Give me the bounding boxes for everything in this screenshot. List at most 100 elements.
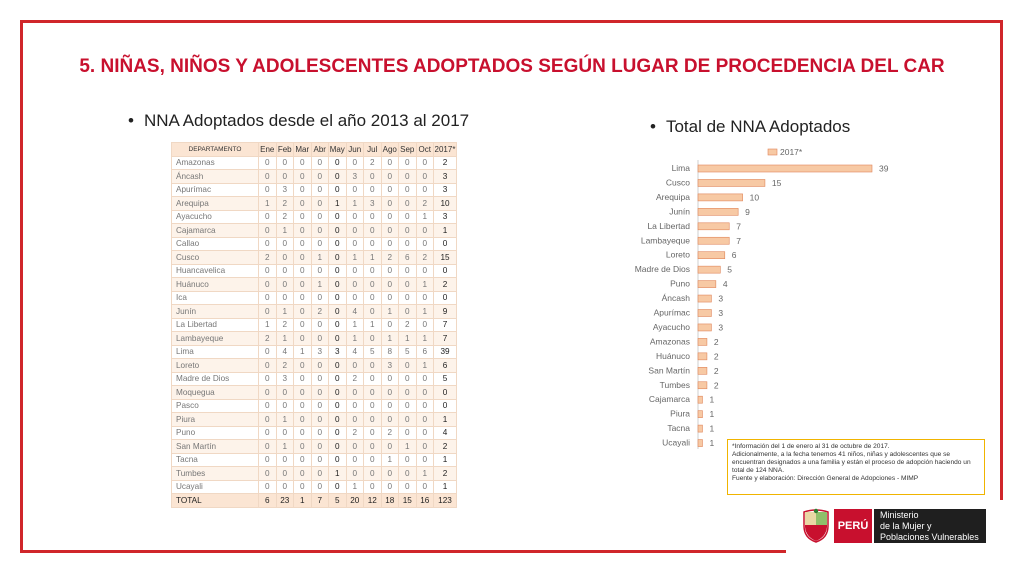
legend-swatch (767, 148, 778, 156)
value-cell: 0 (398, 236, 417, 251)
value-cell: 0 (328, 236, 347, 251)
category-label: Apurímac (654, 308, 691, 318)
value-cell: 0 (363, 169, 382, 184)
value-cell: 0 (258, 452, 277, 467)
value-cell: 0 (275, 236, 294, 251)
department-cell: Pasco (171, 398, 259, 413)
value-cell: 0 (363, 425, 382, 440)
bar (697, 367, 708, 375)
value-cell: 20 (345, 493, 364, 508)
value-cell: 0 (398, 425, 417, 440)
value-cell: 0 (363, 439, 382, 454)
value-cell: 0 (398, 479, 417, 494)
data-label: 1 (709, 424, 714, 434)
value-cell: 0 (293, 439, 312, 454)
table-row: Junín 0 1 0 2 0 4 0 1 0 1 9 (171, 304, 457, 319)
value-cell: 2 (433, 155, 457, 170)
value-cell: 0 (398, 398, 417, 413)
value-cell: 0 (328, 452, 347, 467)
bar (697, 222, 730, 231)
bar (697, 410, 703, 418)
bar (697, 439, 703, 447)
bar (697, 164, 873, 173)
value-cell: 1 (433, 412, 457, 427)
category-label: Tacna (667, 423, 690, 433)
department-cell: Cusco (171, 250, 259, 265)
value-cell: 0 (398, 466, 417, 481)
value-cell: 0 (398, 155, 417, 170)
data-label: 7 (736, 236, 741, 246)
value-cell: 0 (310, 466, 329, 481)
value-cell: 1 (293, 493, 312, 508)
value-cell: 2 (275, 209, 294, 224)
value-cell: 0 (398, 263, 417, 278)
value-cell: 0 (310, 317, 329, 332)
category-label: Lima (672, 163, 691, 173)
department-cell: Huánuco (171, 277, 259, 292)
department-cell: Ayacucho (171, 209, 259, 224)
value-cell: 0 (310, 371, 329, 386)
value-cell: 0 (293, 466, 312, 481)
value-cell: 2 (275, 196, 294, 211)
footnote-box: *Información del 1 de enero al 31 de oct… (727, 439, 985, 495)
value-cell: 0 (293, 209, 312, 224)
value-cell: 0 (275, 452, 294, 467)
column-header: Feb (275, 142, 294, 157)
value-cell: 0 (328, 263, 347, 278)
value-cell: 0 (398, 277, 417, 292)
value-cell: 1 (398, 439, 417, 454)
bar (697, 236, 730, 245)
value-cell: 0 (380, 466, 399, 481)
value-cell: 1 (345, 479, 364, 494)
value-cell: 1 (380, 304, 399, 319)
ministry-name: Ministerio de la Mujer y Poblaciones Vul… (874, 509, 986, 543)
value-cell: 0 (415, 236, 434, 251)
value-cell: 1 (398, 331, 417, 346)
value-cell: 0 (328, 223, 347, 238)
value-cell: 0 (310, 425, 329, 440)
value-cell: 1 (363, 317, 382, 332)
bullet-icon: • (650, 117, 656, 136)
value-cell: 0 (275, 425, 294, 440)
value-cell: 0 (363, 223, 382, 238)
value-cell: 0 (380, 290, 399, 305)
value-cell: 2 (415, 250, 434, 265)
value-cell: 2 (380, 425, 399, 440)
value-cell: 1 (345, 331, 364, 346)
bar (697, 280, 717, 288)
value-cell: 0 (398, 209, 417, 224)
value-cell: 0 (328, 290, 347, 305)
value-cell: 2 (345, 425, 364, 440)
value-cell: 0 (293, 236, 312, 251)
value-cell: 0 (380, 236, 399, 251)
category-label: Piura (670, 409, 690, 419)
value-cell: 0 (258, 479, 277, 494)
value-cell: 0 (380, 398, 399, 413)
department-cell: Puno (171, 425, 259, 440)
department-cell: Junín (171, 304, 259, 319)
table-row: Ica 0 0 0 0 0 0 0 0 0 0 0 (171, 290, 457, 305)
value-cell: 0 (258, 358, 277, 373)
table-row: Huancavelica 0 0 0 0 0 0 0 0 0 0 0 (171, 263, 457, 278)
value-cell: 5 (363, 344, 382, 359)
value-cell: 0 (293, 196, 312, 211)
slide-frame (20, 20, 1003, 553)
column-header: Oct (415, 142, 434, 157)
department-cell: Ucayali (171, 479, 259, 494)
bar (697, 193, 743, 202)
value-cell: 3 (363, 196, 382, 211)
value-cell: 0 (380, 196, 399, 211)
value-cell: 0 (328, 209, 347, 224)
value-cell: 2 (275, 317, 294, 332)
column-header: Ago (380, 142, 399, 157)
value-cell: 0 (258, 155, 277, 170)
bar (697, 251, 726, 259)
data-label: 3 (718, 294, 723, 304)
value-cell: 0 (328, 250, 347, 265)
table-row: Huánuco 0 0 0 1 0 0 0 0 0 1 2 (171, 277, 457, 292)
value-cell: 2 (433, 439, 457, 454)
data-label: 3 (718, 322, 723, 332)
value-cell: 2 (433, 466, 457, 481)
bar (697, 309, 712, 317)
department-cell: TOTAL (171, 493, 259, 508)
